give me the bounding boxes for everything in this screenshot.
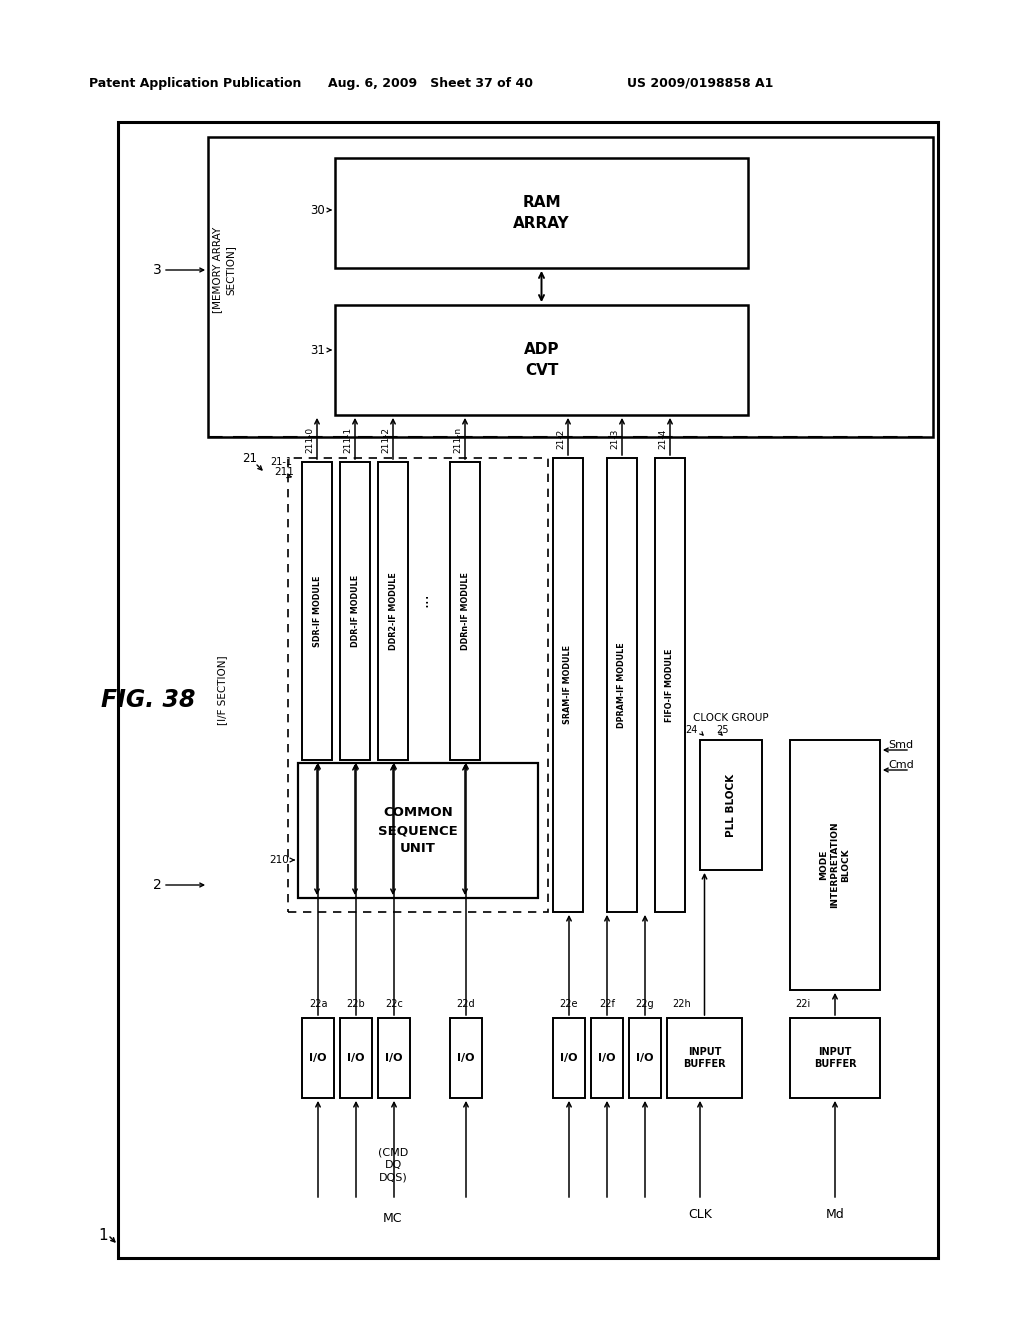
Text: 25: 25 (716, 725, 728, 735)
Text: SDR-IF MODULE: SDR-IF MODULE (312, 576, 322, 647)
Text: ADP
CVT: ADP CVT (523, 342, 559, 378)
Bar (335, 158, 748, 268)
Text: I/O: I/O (636, 1053, 653, 1063)
Text: MODE
INTERPRETATION
BLOCK: MODE INTERPRETATION BLOCK (819, 821, 851, 908)
Text: DPRAM-IF MODULE: DPRAM-IF MODULE (617, 643, 627, 727)
Text: 3: 3 (153, 263, 162, 277)
Text: 210: 210 (269, 855, 289, 865)
Text: 211-0: 211-0 (305, 426, 314, 453)
Bar (288, 458, 548, 912)
Text: I/O: I/O (458, 1053, 475, 1063)
Text: I/O: I/O (598, 1053, 615, 1063)
Bar (553, 458, 583, 912)
Text: FIFO-IF MODULE: FIFO-IF MODULE (666, 648, 675, 722)
Text: COMMON
SEQUENCE
UNIT: COMMON SEQUENCE UNIT (378, 807, 458, 855)
Text: FIG. 38: FIG. 38 (100, 688, 196, 711)
Text: 21-4: 21-4 (658, 429, 668, 449)
Text: 22a: 22a (309, 999, 328, 1008)
Text: I/O: I/O (347, 1053, 365, 1063)
Text: 22g: 22g (636, 999, 654, 1008)
Text: 21-2: 21-2 (556, 429, 565, 449)
Bar (302, 1018, 334, 1098)
Text: SRAM-IF MODULE: SRAM-IF MODULE (563, 645, 572, 725)
Bar (700, 741, 762, 870)
Text: [MEMORY ARRAY
SECTION]: [MEMORY ARRAY SECTION] (212, 227, 236, 313)
Text: 24: 24 (686, 725, 698, 735)
Text: 211-2: 211-2 (382, 426, 390, 453)
Text: Md: Md (825, 1209, 845, 1221)
Bar (378, 462, 408, 760)
Text: I/O: I/O (385, 1053, 402, 1063)
Text: 2: 2 (153, 878, 162, 892)
Text: 31: 31 (310, 343, 325, 356)
Text: INPUT
BUFFER: INPUT BUFFER (683, 1047, 726, 1069)
Text: Patent Application Publication: Patent Application Publication (89, 77, 301, 90)
Text: DDR2-IF MODULE: DDR2-IF MODULE (388, 572, 397, 649)
Text: MC: MC (383, 1212, 402, 1225)
Text: 22i: 22i (795, 999, 810, 1008)
Text: ...: ... (416, 593, 430, 607)
Text: 21-1: 21-1 (270, 457, 292, 467)
Bar (378, 1018, 410, 1098)
Text: 22e: 22e (560, 999, 579, 1008)
Text: US 2009/0198858 A1: US 2009/0198858 A1 (627, 77, 773, 90)
Bar (450, 1018, 482, 1098)
Text: [I/F SECTION]: [I/F SECTION] (217, 655, 227, 725)
Bar (340, 1018, 372, 1098)
Text: 22h: 22h (672, 999, 691, 1008)
Text: 211-1: 211-1 (343, 426, 352, 453)
Bar (655, 458, 685, 912)
Text: CLK: CLK (688, 1209, 712, 1221)
Bar (208, 137, 933, 437)
Text: 21-3: 21-3 (610, 429, 620, 449)
Text: Smd: Smd (888, 741, 913, 750)
Text: 1: 1 (98, 1228, 108, 1242)
Text: INPUT
BUFFER: INPUT BUFFER (814, 1047, 856, 1069)
Bar (302, 462, 332, 760)
Text: (CMD
DQ
DQS): (CMD DQ DQS) (378, 1147, 409, 1183)
Text: CLOCK GROUP: CLOCK GROUP (693, 713, 769, 723)
Text: I/O: I/O (560, 1053, 578, 1063)
Bar (591, 1018, 623, 1098)
Bar (335, 305, 748, 414)
Text: I/O: I/O (309, 1053, 327, 1063)
Text: 22c: 22c (385, 999, 402, 1008)
Text: 22f: 22f (599, 999, 615, 1008)
Bar (340, 462, 370, 760)
Bar (553, 1018, 585, 1098)
Bar (629, 1018, 662, 1098)
Bar (607, 458, 637, 912)
Text: 22d: 22d (457, 999, 475, 1008)
Text: Aug. 6, 2009   Sheet 37 of 40: Aug. 6, 2009 Sheet 37 of 40 (328, 77, 532, 90)
Text: DDRn-IF MODULE: DDRn-IF MODULE (461, 572, 469, 649)
Text: 21: 21 (243, 451, 257, 465)
Text: 211-n: 211-n (454, 426, 463, 453)
Bar (667, 1018, 742, 1098)
Bar (450, 462, 480, 760)
Text: RAM
ARRAY: RAM ARRAY (513, 195, 569, 231)
Text: 30: 30 (310, 203, 325, 216)
Text: Cmd: Cmd (888, 760, 913, 770)
Bar (790, 741, 880, 990)
Bar (298, 763, 538, 898)
Text: PLL BLOCK: PLL BLOCK (726, 774, 736, 837)
Text: 22b: 22b (347, 999, 366, 1008)
Text: 211: 211 (274, 467, 294, 477)
Text: DDR-IF MODULE: DDR-IF MODULE (350, 576, 359, 647)
Bar (118, 121, 938, 1258)
Bar (790, 1018, 880, 1098)
